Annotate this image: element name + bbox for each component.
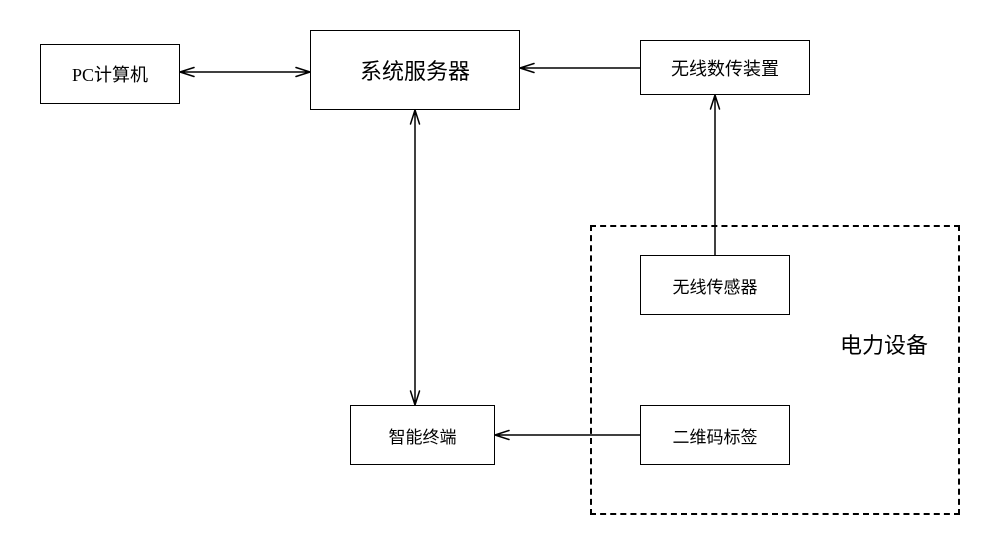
node-smart-terminal: 智能终端 — [350, 405, 495, 465]
node-server-label: 系统服务器 — [360, 54, 470, 86]
diagram-stage: 电力设备 PC计算机 系统服务器 无线数传装置 无线传感器 二维码标签 智能终端 — [0, 0, 1000, 540]
node-wireless-transmitter-label: 无线数传装置 — [671, 55, 779, 81]
node-wireless-sensor: 无线传感器 — [640, 255, 790, 315]
edge-wireless-to-server — [520, 64, 640, 73]
edge-server-to-terminal — [411, 110, 420, 405]
edge-pc-to-server — [180, 68, 310, 77]
node-wireless-sensor-label: 无线传感器 — [673, 273, 758, 298]
node-qrcode-tag: 二维码标签 — [640, 405, 790, 465]
node-pc: PC计算机 — [40, 44, 180, 104]
node-qrcode-tag-label: 二维码标签 — [673, 423, 758, 448]
node-wireless-transmitter: 无线数传装置 — [640, 40, 810, 95]
node-server: 系统服务器 — [310, 30, 520, 110]
node-smart-terminal-label: 智能终端 — [389, 423, 457, 448]
node-pc-label: PC计算机 — [72, 61, 148, 87]
group-power-equipment-label: 电力设备 — [840, 328, 928, 360]
